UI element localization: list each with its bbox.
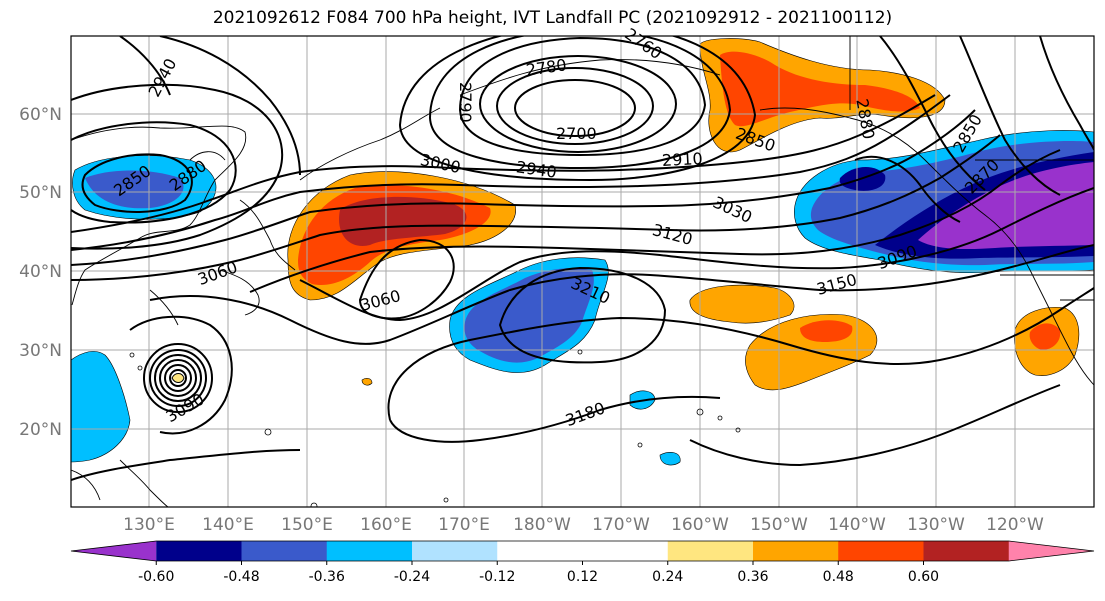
contour-label: 2910	[662, 149, 704, 170]
lon-label: 150°W	[750, 515, 808, 535]
lon-label: 130°E	[123, 515, 175, 535]
colorbar-tick-label: 0.24	[652, 569, 683, 585]
colorbar-swatch	[326, 541, 413, 561]
lon-label: 140°W	[828, 515, 886, 535]
colorbar-tick-label: -0.60	[138, 569, 174, 585]
colorbar: -0.60 -0.48 -0.36 -0.24 -0.12 0.12 0.24 0.36 0.4…	[70, 540, 1095, 585]
lat-label: 60°N	[19, 105, 62, 125]
colorbar-swatch	[923, 541, 1010, 561]
lon-label: 150°E	[281, 515, 333, 535]
height-contours	[71, 36, 1094, 481]
lon-label: 170°W	[592, 515, 650, 535]
latitude-labels: 60°N 50°N 40°N 30°N 20°N	[19, 105, 62, 440]
lon-label: 160°E	[360, 515, 412, 535]
lon-label: 120°W	[986, 515, 1044, 535]
lon-label: 170°E	[438, 515, 490, 535]
colorbar-swatch	[838, 541, 924, 561]
lon-label: 130°W	[907, 515, 965, 535]
colorbar-swatch	[753, 541, 839, 561]
colorbar-swatch	[71, 541, 157, 561]
colorbar-tick-label: 0.48	[823, 569, 854, 585]
lat-label: 40°N	[19, 262, 62, 282]
longitude-labels: 130°E 140°E 150°E 160°E 170°E 180°W 170°…	[123, 515, 1044, 535]
contour-label: 2700	[556, 124, 597, 143]
contour-label: 2790	[456, 82, 475, 123]
colorbar-swatch	[241, 541, 328, 561]
colorbar-swatch	[582, 541, 669, 561]
colorbar-tick-label: -0.12	[479, 569, 515, 585]
lon-label: 160°W	[671, 515, 729, 535]
islands	[129, 349, 741, 507]
colorbar-tick-label: -0.48	[223, 569, 259, 585]
colorbar-swatch	[667, 541, 754, 561]
colorbar-tick-label: 0.12	[567, 569, 598, 585]
map-title: 2021092612 F084 700 hPa height, IVT Land…	[212, 8, 893, 28]
colorbar-tick-label: -0.24	[394, 569, 430, 585]
lon-label: 180°W	[513, 515, 571, 535]
map-frame	[70, 35, 1095, 508]
colorbar-tick-label: -0.36	[309, 569, 345, 585]
colorbar-swatch	[412, 541, 498, 561]
lon-label: 140°E	[202, 515, 254, 535]
gridlines	[71, 36, 1094, 507]
colorbar-swatch	[156, 541, 242, 561]
colorbar-swatch	[497, 541, 583, 561]
colorbar-tick-label: 0.36	[737, 569, 768, 585]
lat-label: 50°N	[19, 183, 62, 203]
lat-label: 30°N	[19, 341, 62, 361]
colorbar-tick-label: 0.60	[908, 569, 939, 585]
typhoon-center	[171, 373, 185, 383]
coastlines	[71, 36, 1094, 507]
colorbar-swatch	[1008, 541, 1094, 561]
lat-label: 20°N	[19, 420, 62, 440]
